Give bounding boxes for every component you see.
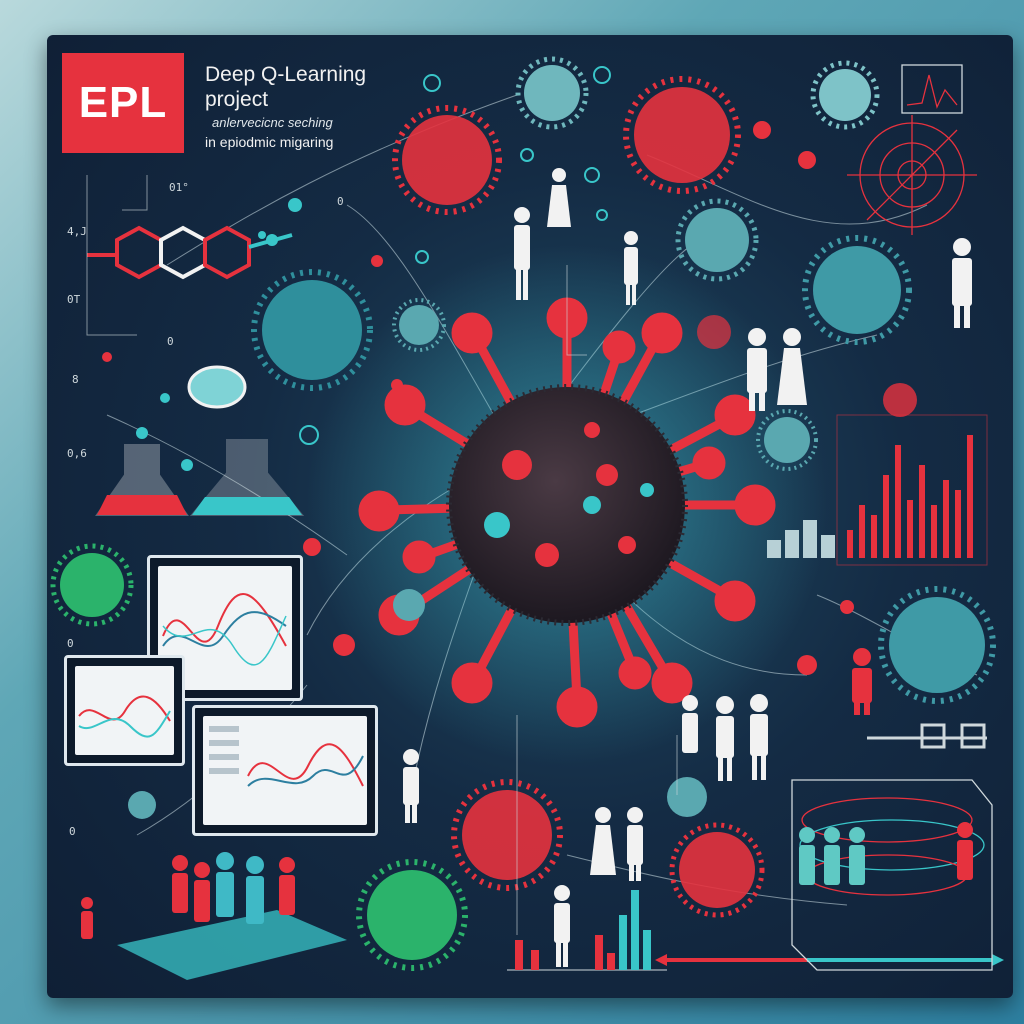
tick-label: 8: [72, 373, 79, 386]
virus-icon: [883, 383, 917, 417]
virus-icon: [451, 779, 563, 891]
person-icon: [747, 328, 767, 411]
person-icon: [627, 807, 643, 881]
virus-icon: [128, 791, 156, 819]
virus-icon: [50, 543, 134, 627]
graph-nodes: [299, 66, 611, 445]
bar-chart-icon: [507, 890, 667, 971]
tick-label: 0: [337, 195, 344, 208]
virus-icon: [392, 105, 502, 215]
person-icon: [750, 694, 768, 780]
timeline-bar: [655, 954, 1004, 966]
title-line-2: project: [205, 88, 269, 111]
person-icon: [682, 695, 698, 753]
person-icon: [716, 696, 734, 781]
tick-label: 0: [167, 335, 174, 348]
infographic-poster: EPL Deep Q-Learning project anlervecicnc…: [47, 35, 1013, 998]
virus-icon: [515, 56, 589, 130]
virus-icon: [251, 269, 373, 391]
virus-icon: [756, 409, 818, 471]
flask-icon: [95, 444, 189, 516]
monitor-icon: [192, 705, 378, 836]
virus-icon: [356, 859, 468, 971]
logo-badge: EPL: [62, 53, 184, 153]
subtitle-line-2: in epiodmic migaring: [205, 134, 334, 150]
molecule-nodes: [136, 198, 302, 471]
person-icon: [590, 807, 616, 875]
person-icon: [403, 749, 419, 823]
monitor-screen: [203, 716, 367, 825]
tick-label: 01°: [169, 181, 189, 194]
virus-icon: [393, 589, 425, 621]
virus-icon: [392, 298, 446, 352]
virus-icon: [802, 235, 912, 345]
person-icon: [547, 168, 571, 227]
virus-icon: [675, 198, 759, 282]
keyboard-icon: [117, 910, 347, 980]
flask-icon: [189, 439, 305, 516]
title-line-1: Deep Q-Learning: [205, 63, 367, 86]
person-icon: [957, 822, 973, 880]
line-chart-icon: [78, 695, 171, 738]
tick-label: 0: [69, 825, 76, 838]
virus-icon: [810, 60, 880, 130]
tick-label: 0T: [67, 293, 81, 306]
person-icon: [799, 827, 865, 885]
satellite-viruses: [50, 56, 996, 971]
wave-chart-icon: [901, 64, 963, 114]
red-nodes: [102, 121, 854, 675]
subtitle-line-1: anlervecicnc seching: [212, 115, 333, 130]
monitor-icon: [147, 555, 303, 701]
person-icon: [952, 238, 972, 328]
virus-icon: [878, 586, 996, 704]
people-figures: [81, 168, 973, 967]
person-icon: [554, 885, 570, 967]
poster-artwork: [50, 56, 1004, 980]
virus-icon: [667, 777, 707, 817]
tick-label: 4,J: [67, 225, 87, 238]
monitor-icon: [64, 655, 185, 766]
node-bar: [867, 723, 987, 749]
virus-icon: [669, 822, 765, 918]
line-chart-icon: [209, 726, 364, 787]
person-icon: [777, 328, 807, 405]
monitor-screen: [75, 666, 174, 755]
person-icon: [81, 855, 295, 939]
virus-icon: [697, 315, 731, 349]
virus-icon: [623, 76, 741, 194]
person-icon: [852, 648, 872, 715]
bar-chart-icon: [767, 414, 988, 566]
radar-icon: [847, 115, 977, 235]
magnifier-icon: [187, 365, 247, 409]
tick-label: 0: [67, 637, 74, 650]
circuit-lines: [86, 175, 678, 935]
person-icon: [514, 207, 530, 300]
line-chart-icon: [162, 593, 287, 666]
person-icon: [624, 231, 638, 305]
central-virus-icon: [358, 297, 776, 728]
tick-label: 0,6: [67, 447, 87, 460]
person-icon: [216, 852, 264, 924]
